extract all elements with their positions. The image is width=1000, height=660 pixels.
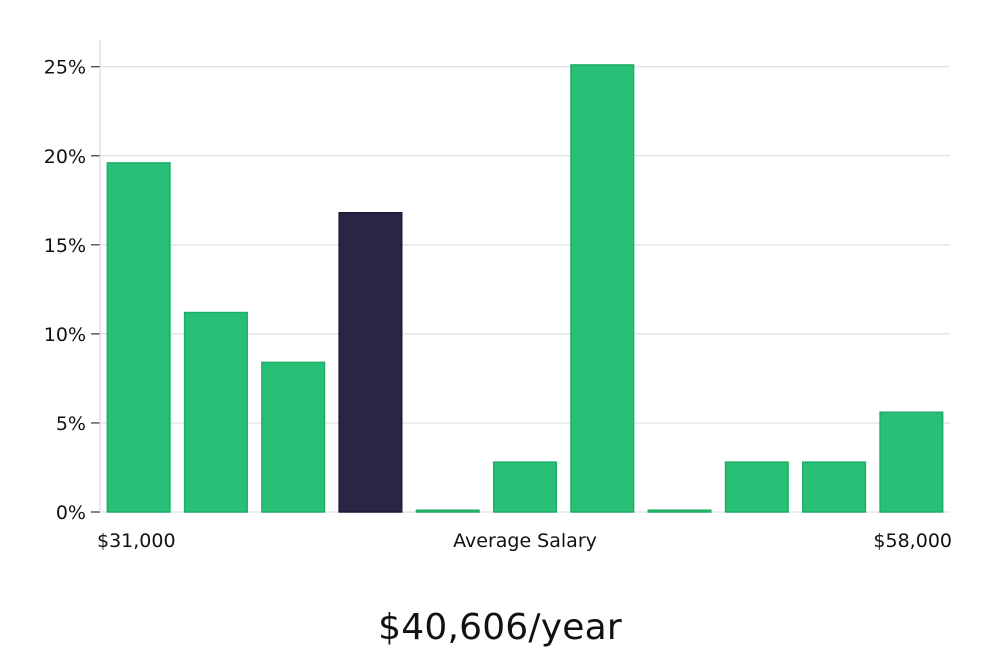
histogram-bar: [647, 509, 712, 513]
histogram-bar: [879, 411, 944, 513]
average-salary-value: $40,606/year: [378, 607, 622, 648]
y-tick-label: 0%: [56, 502, 86, 524]
y-tick-label: 10%: [44, 324, 86, 346]
y-tick-label: 20%: [44, 146, 86, 168]
axis-labels: $31,000 Average Salary $58,000: [97, 530, 952, 552]
axes: 0% 5% 10% 15% 20% 25%: [44, 40, 101, 524]
y-tick-label: 5%: [56, 413, 86, 435]
histogram-bar: [261, 361, 326, 513]
histogram-bar: [724, 461, 789, 513]
y-tick-label: 25%: [44, 57, 86, 79]
salary-bars: [106, 64, 944, 513]
y-tick-label: 15%: [44, 235, 86, 257]
x-axis-start-label: $31,000: [97, 530, 176, 552]
x-axis-title: Average Salary: [453, 530, 597, 552]
histogram-bar: [570, 64, 635, 513]
histogram-bar: [492, 461, 558, 513]
histogram-bar: [183, 311, 248, 513]
salary-histogram: 0% 5% 10% 15% 20% 25% $31,000 Average Salary …: [44, 40, 952, 552]
histogram-bar: [802, 461, 867, 513]
histogram-bar: [106, 162, 171, 513]
x-axis-end-label: $58,000: [873, 530, 952, 552]
histogram-bar: [415, 509, 480, 513]
histogram-bar-highlight: [338, 212, 403, 513]
